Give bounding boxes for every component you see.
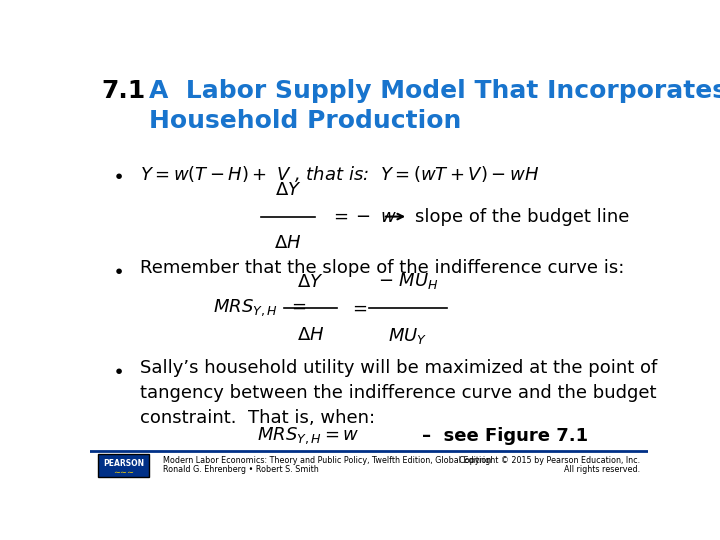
Text: $\bullet$: $\bullet$ xyxy=(112,165,123,184)
Text: $\Delta H$: $\Delta H$ xyxy=(297,326,324,343)
Text: $\Delta Y$: $\Delta Y$ xyxy=(275,181,302,199)
Text: Sally’s household utility will be maximized at the point of
tangency between the: Sally’s household utility will be maximi… xyxy=(140,359,657,427)
Text: Copyright © 2015 by Pearson Education, Inc.: Copyright © 2015 by Pearson Education, I… xyxy=(459,456,639,464)
Text: 7.1: 7.1 xyxy=(101,79,145,103)
Text: ∼∼∼: ∼∼∼ xyxy=(113,468,134,477)
Text: All rights reserved.: All rights reserved. xyxy=(564,465,639,474)
Text: Ronald G. Ehrenberg • Robert S. Smith: Ronald G. Ehrenberg • Robert S. Smith xyxy=(163,465,318,474)
Text: –  see Figure 7.1: – see Figure 7.1 xyxy=(422,427,588,445)
Text: $\bullet$: $\bullet$ xyxy=(112,260,123,279)
Text: Modern Labor Economics: Theory and Public Policy, Twelfth Edition, Global Editio: Modern Labor Economics: Theory and Publi… xyxy=(163,456,491,464)
Text: slope of the budget line: slope of the budget line xyxy=(415,207,630,226)
Text: $MRS_{Y,H}\ \ =$: $MRS_{Y,H}\ \ =$ xyxy=(213,298,307,319)
Text: PEARSON: PEARSON xyxy=(103,460,144,469)
FancyBboxPatch shape xyxy=(99,454,148,477)
Text: $MU_Y$: $MU_Y$ xyxy=(389,326,428,346)
Text: $= -\ w$: $= -\ w$ xyxy=(330,207,397,226)
Text: $Y = w(T - H) + \ V$ , that is:  $Y = (wT + V) - wH$: $Y = w(T - H) + \ V$ , that is: $Y = (wT… xyxy=(140,164,539,184)
Text: $-\ MU_H$: $-\ MU_H$ xyxy=(378,271,438,291)
Text: $\bullet$: $\bullet$ xyxy=(112,360,123,379)
Text: A  Labor Supply Model That Incorporates
Household Production: A Labor Supply Model That Incorporates H… xyxy=(148,79,720,133)
Text: Remember that the slope of the indifference curve is:: Remember that the slope of the indiffere… xyxy=(140,259,624,278)
Text: $\Delta Y$: $\Delta Y$ xyxy=(297,273,324,291)
Text: $MRS_{Y,H} = w$: $MRS_{Y,H} = w$ xyxy=(258,426,360,446)
Text: $=$: $=$ xyxy=(349,299,368,317)
Text: $\Delta H$: $\Delta H$ xyxy=(274,234,302,252)
